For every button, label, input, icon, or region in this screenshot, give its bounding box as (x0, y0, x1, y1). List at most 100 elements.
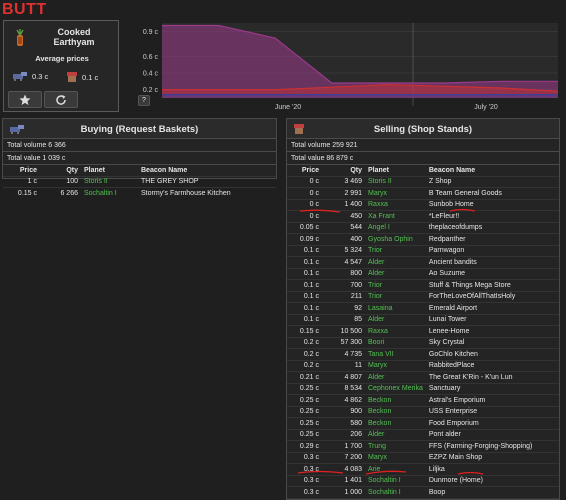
planet-link[interactable]: Alder (365, 497, 426, 500)
beacon-name-cell: Emerald Airport (425, 302, 559, 314)
sell-average-value: 0.1 c (82, 72, 99, 82)
price-cell: 0.25 c (287, 394, 322, 406)
planet-link[interactable]: Raxxa (365, 325, 426, 337)
price-cell: 0.1 c (287, 256, 322, 268)
planet-link[interactable]: Sochaltin I (365, 474, 426, 487)
refresh-button[interactable] (44, 91, 78, 108)
planet-link[interactable]: Beckon (365, 417, 426, 429)
col-price[interactable]: Price (301, 166, 319, 174)
table-row[interactable]: 0.2 c 57 300 Boori Sky Crystal (287, 336, 559, 349)
beacon-name-cell: theplaceofdumps (425, 221, 559, 234)
planet-link[interactable]: Trior (365, 244, 426, 257)
col-beacon-name[interactable]: Beacon Name (428, 166, 476, 174)
qty-cell: 57 300 (322, 336, 365, 349)
table-row[interactable]: 1 c 100 Storis II THE GREY SHOP (3, 175, 276, 188)
beacon-name-cell: Ancient bandits (425, 256, 559, 268)
planet-link[interactable]: Maryx (365, 187, 426, 199)
planet-link[interactable]: Angel I (365, 221, 426, 234)
table-row[interactable]: 0.15 c 10 500 Raxxa Lenee-Home (287, 325, 559, 337)
qty-cell: 1 401 (322, 474, 365, 487)
food-item-icon (16, 29, 24, 46)
table-row[interactable]: 0.25 c 900 Beckon USS Enterprise (287, 405, 559, 418)
planet-link[interactable]: Gyosha Ophin (365, 233, 426, 245)
col-planet[interactable]: Planet (368, 166, 390, 174)
planet-link[interactable]: Alder (365, 428, 426, 441)
planet-link[interactable]: Lasaina (365, 302, 426, 314)
qty-cell: 544 (322, 221, 365, 234)
planet-link[interactable]: Alder (365, 371, 426, 383)
beacon-name-cell: Boop (425, 486, 559, 498)
beacon-name-cell: The Great K'Rin - K'un Lun (425, 371, 559, 383)
planet-link[interactable]: Sochaltin I (81, 187, 138, 199)
planet-link[interactable]: Cephonex Merika (365, 382, 426, 395)
col-qty[interactable]: Qty (350, 166, 362, 174)
buying-table: Price Qty Planet Beacon Name 1 c 100 Stori… (3, 165, 276, 199)
planet-link[interactable]: Raxxa (365, 198, 426, 211)
favorite-button[interactable] (8, 91, 42, 108)
series-line (162, 24, 558, 84)
col-price[interactable]: Price (19, 166, 37, 174)
table-row[interactable]: 0.2 c 11 Maryx RabbitedPlace (287, 359, 559, 372)
table-row[interactable]: 0.25 c 206 Alder Pont alder (287, 428, 559, 441)
table-row[interactable]: 0.1 c 85 Alder Lunai Tower (287, 313, 559, 326)
beacon-name-cell: RabbitedPlace (425, 359, 559, 372)
planet-link[interactable]: Trior (365, 279, 426, 291)
table-row[interactable]: 0 c 450 Xa Frant *LeFleur!! (287, 210, 559, 222)
planet-link[interactable]: Boori (365, 336, 426, 349)
planet-link[interactable]: Arie (365, 463, 426, 475)
planet-link[interactable]: Storis II (365, 175, 426, 188)
col-beacon-name[interactable]: Beacon Name (141, 166, 188, 174)
app-logo[interactable]: BUTT (2, 1, 47, 18)
table-row[interactable]: 0.1 c 92 Lasaina Emerald Airport (287, 302, 559, 314)
selling-title: Selling (Shop Stands) (373, 124, 473, 135)
planet-link[interactable]: Alder (365, 267, 426, 280)
planet-link[interactable]: Alder (365, 256, 426, 268)
chart-help-button[interactable]: ? (138, 95, 150, 106)
price-cell: 0.1 c (287, 244, 322, 257)
planet-link[interactable]: Maryx (365, 451, 426, 464)
planet-link[interactable]: Tana VII (365, 348, 426, 360)
planet-link[interactable]: Xa Frant (365, 210, 426, 222)
selling-panel-header: Selling (Shop Stands) (287, 119, 559, 139)
table-row[interactable]: 0.1 c 700 Trior Stuff & Things Mega Store (287, 279, 559, 291)
planet-link[interactable]: Beckon (365, 405, 426, 418)
qty-cell: 4 547 (322, 256, 365, 268)
price-cell: 0.3 c (287, 497, 322, 500)
planet-link[interactable]: Sochaltin I (365, 486, 426, 498)
col-qty[interactable]: Qty (66, 166, 78, 174)
series-area (162, 25, 558, 98)
y-tick-label: 0.4 c (143, 71, 159, 78)
planet-link[interactable]: Storis II (81, 175, 138, 188)
beacon-name-cell: Stormy's Farmhouse Kitchen (138, 187, 276, 199)
qty-cell: 100 (40, 175, 81, 188)
table-row[interactable]: 0.1 c 800 Alder Ao Suzume (287, 267, 559, 280)
planet-link[interactable]: Maryx (365, 359, 426, 372)
table-row[interactable]: 0.09 c 400 Gyosha Ophin Redpanther (287, 233, 559, 245)
planet-link[interactable]: Trior (365, 290, 426, 303)
table-row[interactable]: 0.3 c900AlderSerenity 1 (287, 497, 559, 500)
table-row[interactable]: 0.25 c 580 Beckon Food Emporium (287, 417, 559, 429)
selling-total-volume: Total volume 259 921 (287, 139, 559, 152)
planet-link[interactable]: Alder (365, 313, 426, 326)
planet-link[interactable]: Beckon (365, 394, 426, 406)
col-planet[interactable]: Planet (84, 166, 106, 174)
qty-cell: 4 083 (322, 463, 365, 475)
table-row[interactable]: 0.1 c 211 Trior ForTheLoveOfAllThatIsHoly (287, 290, 559, 303)
planet-link[interactable]: Trung (365, 440, 426, 452)
